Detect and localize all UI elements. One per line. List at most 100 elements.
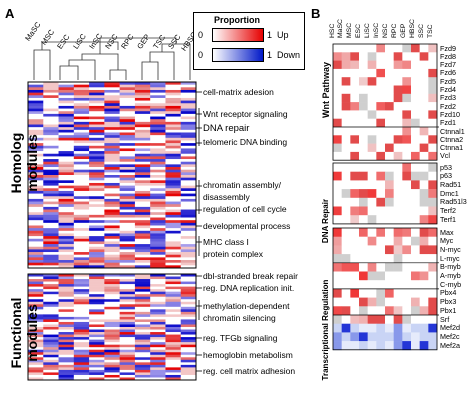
heatmap-cell <box>104 279 120 282</box>
heatmap-cell <box>89 124 105 128</box>
heatmap-cell <box>89 357 105 361</box>
heatmap-cell <box>411 206 420 216</box>
heatmap-cell <box>119 127 136 131</box>
heatmap-cell <box>89 87 105 91</box>
heatmap-cell <box>419 297 429 307</box>
heatmap-cell <box>367 68 377 78</box>
heatmap-cell <box>58 291 75 295</box>
heatmap-cell <box>89 201 105 205</box>
heatmap-cell <box>419 85 429 95</box>
heatmap-cell <box>73 153 90 157</box>
heatmap-cell <box>341 245 351 255</box>
heatmap-cell <box>428 332 438 342</box>
heatmap-cell <box>150 167 166 170</box>
heatmap-cell <box>165 344 182 348</box>
heatmap-cell <box>359 151 368 161</box>
heatmap-cell <box>165 172 182 176</box>
heatmap-cell <box>165 175 182 178</box>
gene-label: Srf <box>440 314 450 324</box>
heatmap-cell <box>28 347 44 351</box>
heatmap-cell <box>165 249 182 253</box>
heatmap-cell <box>165 92 182 96</box>
heatmap-cell <box>359 44 368 53</box>
heatmap-cell <box>180 185 197 189</box>
heatmap-cell <box>58 252 75 256</box>
heatmap-cell <box>150 354 166 358</box>
heatmap-cell <box>350 254 360 264</box>
heatmap-cell <box>180 359 197 363</box>
heatmap-cell <box>73 172 90 176</box>
heatmap-cell <box>150 153 166 157</box>
heatmap-cell <box>89 286 105 290</box>
heatmap-cell <box>333 180 342 190</box>
heatmap-cell <box>89 108 105 112</box>
heatmap-cell <box>119 321 136 325</box>
heatmap-cell <box>419 228 429 237</box>
heatmap-cell <box>393 180 403 190</box>
heatmap-cell <box>28 321 44 325</box>
heatmap-cell <box>119 182 136 186</box>
heatmap-cell <box>393 288 403 298</box>
heatmap-cell <box>104 372 120 376</box>
heatmap-cell <box>89 241 105 245</box>
heatmap-cell <box>58 103 75 107</box>
heatmap-cell <box>165 209 182 213</box>
heatmap-cell <box>134 316 151 320</box>
heatmap-cell <box>89 244 105 248</box>
heatmap-cell <box>43 337 59 340</box>
legend-title: Proportion <box>214 15 260 25</box>
heatmap-cell <box>119 249 136 253</box>
heatmap-cell <box>104 177 120 181</box>
heatmap-cell <box>150 327 166 330</box>
heatmap-cell <box>28 274 44 277</box>
heatmap-cell <box>58 185 75 189</box>
heatmap-cell <box>165 167 182 170</box>
heatmap-cell <box>119 304 136 308</box>
heatmap-cell <box>89 164 105 168</box>
heatmap-cell <box>43 377 59 381</box>
heatmap-cell <box>89 306 105 310</box>
heatmap-cell <box>58 209 75 213</box>
heatmap-cell <box>419 280 429 290</box>
heatmap-cell <box>43 311 59 315</box>
heatmap-cell <box>411 245 420 255</box>
heatmap-cell <box>104 321 120 325</box>
heatmap-cell <box>165 206 182 210</box>
heatmap-cell <box>428 110 438 119</box>
heatmap-cell <box>43 214 59 218</box>
heatmap-cell <box>333 93 342 103</box>
heatmap-cell <box>165 198 182 202</box>
heatmap-cell <box>89 190 105 194</box>
heatmap-cell <box>28 119 44 123</box>
heatmap-cell <box>28 92 44 96</box>
heatmap-cell <box>376 52 386 61</box>
heatmap-cell <box>411 135 420 144</box>
heatmap-cell <box>58 281 75 285</box>
heatmap-cell <box>165 111 182 115</box>
heatmap-cell <box>104 265 120 269</box>
heatmap-cell <box>58 121 75 125</box>
heatmap-cell <box>104 374 120 378</box>
heatmap-cell <box>165 321 182 325</box>
heatmap-cell <box>43 225 59 229</box>
heatmap-cell <box>43 257 59 261</box>
heatmap-cell <box>180 257 197 261</box>
heatmap-cell <box>150 286 166 290</box>
heatmap-cell <box>428 171 438 181</box>
heatmap-cell <box>104 241 120 245</box>
heatmap-cell <box>73 262 90 266</box>
heatmap-cell <box>350 68 360 78</box>
heatmap-cell <box>28 233 44 237</box>
heatmap-cell <box>333 280 342 290</box>
heatmap-cell <box>150 244 166 248</box>
heatmap-cell <box>180 100 197 104</box>
heatmap-cell <box>367 52 377 61</box>
heatmap-cell <box>134 148 151 152</box>
heatmap-cell <box>165 124 182 128</box>
heatmap-cell <box>119 236 136 240</box>
heatmap-cell <box>134 95 151 99</box>
heatmap-cell <box>350 171 360 181</box>
heatmap-cell <box>28 198 44 202</box>
heatmap-cell <box>58 108 75 112</box>
heatmap-cell <box>150 111 166 115</box>
